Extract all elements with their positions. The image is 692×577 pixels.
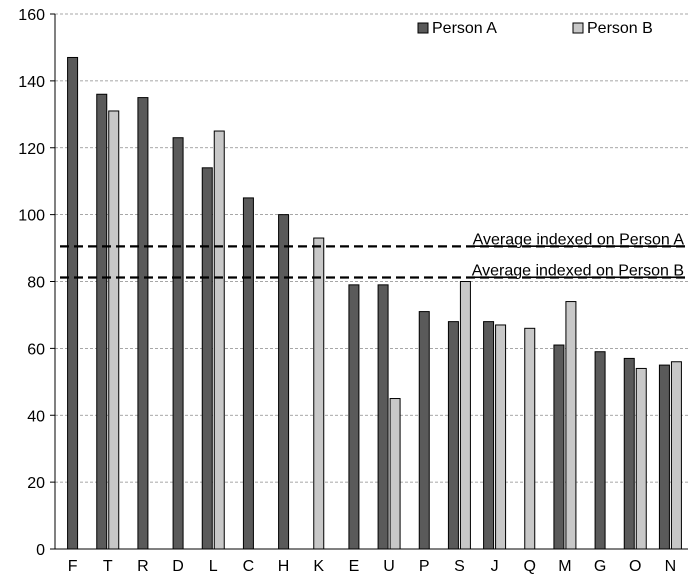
legend: Person A Person B xyxy=(417,20,653,37)
y-tick-label: 20 xyxy=(27,475,45,492)
x-tick-label: Q xyxy=(524,558,536,575)
y-tick-label: 140 xyxy=(18,74,45,91)
bar-person-a-u xyxy=(377,284,389,550)
bar-person-a-l xyxy=(201,167,213,550)
bar-person-a-t xyxy=(96,93,108,550)
y-tick-label: 160 xyxy=(18,7,45,24)
x-tick-label: T xyxy=(103,558,113,575)
x-tick-label: L xyxy=(209,558,218,575)
bar-person-b-j xyxy=(495,324,507,550)
x-tick-label: J xyxy=(491,558,499,575)
bar-person-a-o xyxy=(623,357,635,550)
bar-person-b-k xyxy=(313,237,325,550)
bar-person-a-d xyxy=(172,137,184,550)
x-tick-label: N xyxy=(665,558,677,575)
x-tick-label: K xyxy=(313,558,324,575)
y-tick-label: 0 xyxy=(36,542,45,559)
bar-person-b-u xyxy=(389,398,401,550)
bar-person-b-o xyxy=(635,367,647,550)
y-tick-label: 80 xyxy=(27,275,45,292)
legend-swatch-person-a xyxy=(417,22,429,34)
legend-label: Person B xyxy=(587,20,653,37)
bar-person-a-e xyxy=(348,284,360,550)
x-tick-label: P xyxy=(419,558,430,575)
bar-person-b-s xyxy=(459,281,471,550)
x-tick-label: R xyxy=(137,558,149,575)
bar-person-a-f xyxy=(67,56,79,550)
reference-lines: Average indexed on Person A Average index… xyxy=(60,231,686,279)
x-tick-label: F xyxy=(68,558,78,575)
bars xyxy=(67,56,682,550)
reference-line-label: Average indexed on Person A xyxy=(473,231,685,248)
y-tick-label: 40 xyxy=(27,408,45,425)
bar-person-b-q xyxy=(524,327,536,550)
legend-label: Person A xyxy=(432,20,497,37)
axes xyxy=(54,14,688,550)
y-tick-label: 100 xyxy=(18,208,45,225)
bar-person-a-m xyxy=(553,344,565,550)
bar-person-b-t xyxy=(108,110,120,550)
y-tick-label: 60 xyxy=(27,341,45,358)
bar-person-a-s xyxy=(447,321,459,550)
bar-person-a-p xyxy=(418,311,430,550)
bar-person-a-j xyxy=(483,321,495,550)
x-tick-label: S xyxy=(454,558,465,575)
bar-person-a-g xyxy=(594,351,606,550)
x-tick-label: M xyxy=(558,558,571,575)
bar-person-b-m xyxy=(565,301,577,550)
bar-person-b-n xyxy=(670,361,682,550)
reference-line-label: Average indexed on Person B xyxy=(472,262,684,279)
x-tick-label: E xyxy=(349,558,360,575)
y-axis-ticks: 0 20 40 60 80 100 120 140 160 xyxy=(18,7,55,559)
bar-person-a-c xyxy=(242,197,254,550)
x-tick-label: O xyxy=(629,558,641,575)
bar-person-a-r xyxy=(137,97,149,550)
gridlines xyxy=(55,13,688,483)
x-tick-label: G xyxy=(594,558,606,575)
x-tick-label: D xyxy=(172,558,184,575)
bar-person-a-h xyxy=(278,214,290,550)
x-tick-label: H xyxy=(278,558,290,575)
bar-person-a-n xyxy=(658,364,670,550)
legend-swatch-person-b xyxy=(572,22,584,34)
x-tick-label: C xyxy=(243,558,255,575)
y-tick-label: 120 xyxy=(18,141,45,158)
bar-person-b-l xyxy=(213,130,225,550)
x-tick-label: U xyxy=(383,558,395,575)
